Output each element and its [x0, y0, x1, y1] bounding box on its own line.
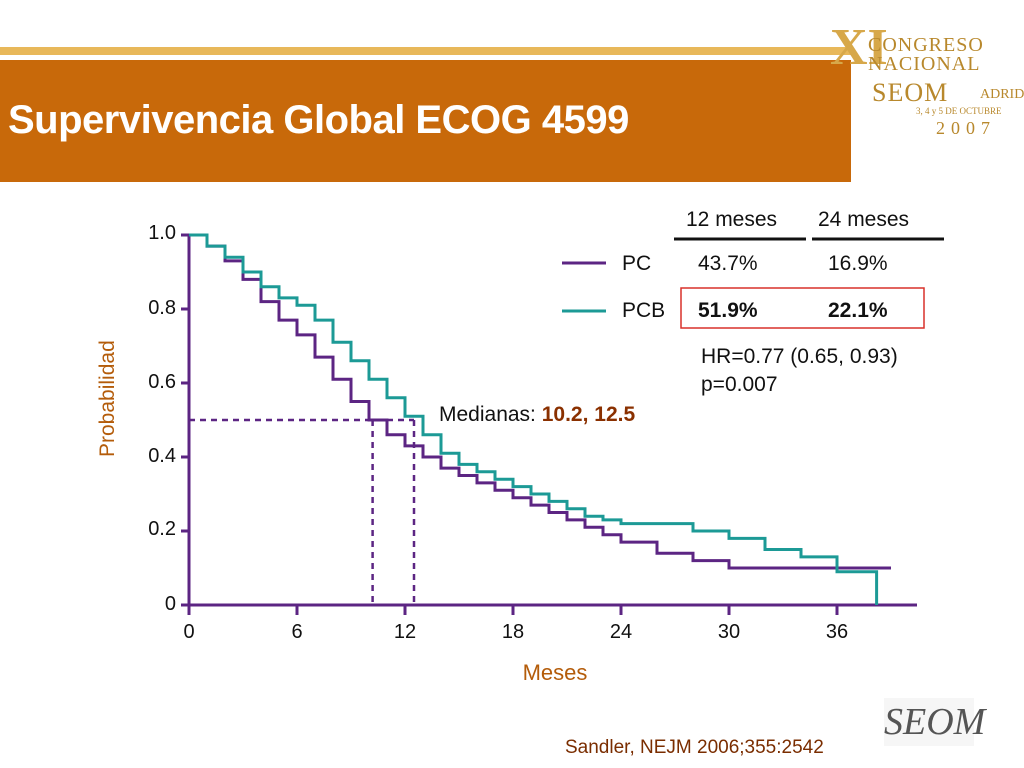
y-tick-label: 0.2 — [148, 518, 176, 540]
logo-line-1: CONGRESO — [868, 34, 984, 56]
slide-title: Supervivencia Global ECOG 4599 — [8, 98, 629, 142]
seom-footer-logo: SEOM — [884, 698, 985, 746]
x-tick-label: 24 — [609, 621, 633, 643]
congress-logo: XI CONGRESO NACIONAL SEOM ADRID 3, 4 y 5… — [820, 0, 1024, 150]
p-value: p=0.007 — [701, 373, 778, 396]
x-tick-label: 6 — [291, 621, 303, 643]
y-tick-label: 0 — [164, 593, 176, 615]
table-cell: 43.7% — [698, 252, 758, 275]
table-cell: 22.1% — [828, 299, 888, 322]
logo-dates: 3, 4 y 5 DE OCTUBRE — [916, 106, 1002, 116]
y-tick-label: 0.4 — [148, 445, 176, 467]
hazard-ratio: HR=0.77 (0.65, 0.93) — [701, 345, 898, 368]
logo-brand: SEOM — [872, 78, 949, 107]
survival-curve-pcb — [189, 233, 879, 605]
logo-line-2: NACIONAL — [868, 53, 981, 75]
highlight-box — [680, 287, 925, 329]
x-tick-label: 12 — [393, 621, 417, 643]
survival-curve-pc — [189, 233, 891, 570]
table-cell: 51.9% — [698, 299, 758, 322]
x-tick-label: 36 — [825, 621, 849, 643]
y-tick-label: 1.0 — [148, 222, 176, 244]
x-axis-label: Meses — [522, 660, 588, 685]
x-tick-label: 0 — [183, 621, 195, 643]
citation: Sandler, NEJM 2006;355:2542 — [565, 737, 824, 758]
x-tick-label: 30 — [717, 621, 741, 643]
title-top-line — [0, 47, 852, 55]
y-tick-label: 0.8 — [148, 297, 176, 319]
table-header-12m: 12 meses — [686, 208, 778, 231]
legend-label-pc: PC — [622, 252, 652, 275]
table-header-24m: 24 meses — [818, 208, 910, 231]
table-cell: 16.9% — [828, 252, 888, 275]
logo-roman-numeral: XI — [830, 19, 888, 76]
title-bar: Supervivencia Global ECOG 4599 — [0, 60, 851, 182]
legend-label-pcb: PCB — [622, 299, 666, 322]
medians-annotation: Medianas: 10.2, 12.5 — [439, 403, 635, 427]
x-tick-label: 18 — [501, 621, 525, 643]
logo-year: 2007 — [936, 118, 996, 138]
medians-prefix: Medianas: — [439, 403, 542, 426]
medians-values: 10.2, 12.5 — [541, 403, 636, 426]
y-tick-label: 0.6 — [148, 371, 176, 393]
logo-city: ADRID — [980, 87, 1024, 102]
